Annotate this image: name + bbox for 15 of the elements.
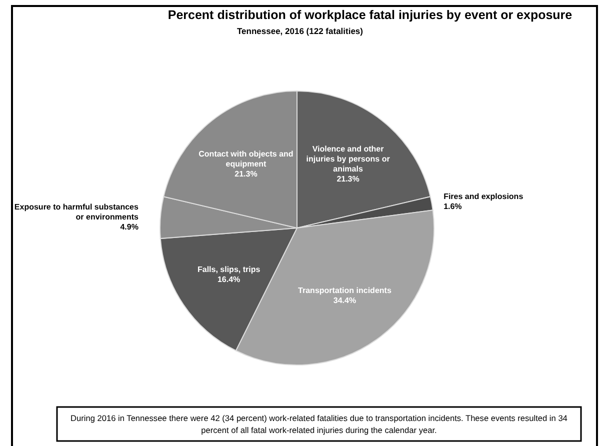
chart-title: Percent distribution of workplace fatal injuries by event or exposure [168, 8, 572, 22]
data-label: 4.9% [120, 222, 138, 232]
data-label: 34.4% [333, 296, 356, 305]
slice-label: Fires and explosions [444, 192, 524, 202]
data-label: 21.3% [234, 170, 258, 179]
slice-label: Contact with objects and equipment [198, 150, 294, 169]
data-label: 21.3% [336, 174, 360, 184]
slice-label: Falls, slips, trips [197, 264, 261, 274]
slice-label: Violence and other injuries by persons or animals [306, 144, 390, 174]
chart-subtitle: Tennessee, 2016 (122 fatalities) [237, 26, 364, 36]
slice-label: Transportation incidents [298, 286, 392, 295]
text: During 2016 in Tennessee there were 42 (34 percent) work-related fatalities due to transportation incidents. These events resulted in 34 percent of all fatal work-related injuries during the calendar year. [70, 413, 568, 435]
slice-label: Exposure to harmful substances or environments [14, 202, 139, 222]
data-label: 1.6% [444, 202, 462, 212]
data-label: 16.4% [217, 274, 240, 284]
